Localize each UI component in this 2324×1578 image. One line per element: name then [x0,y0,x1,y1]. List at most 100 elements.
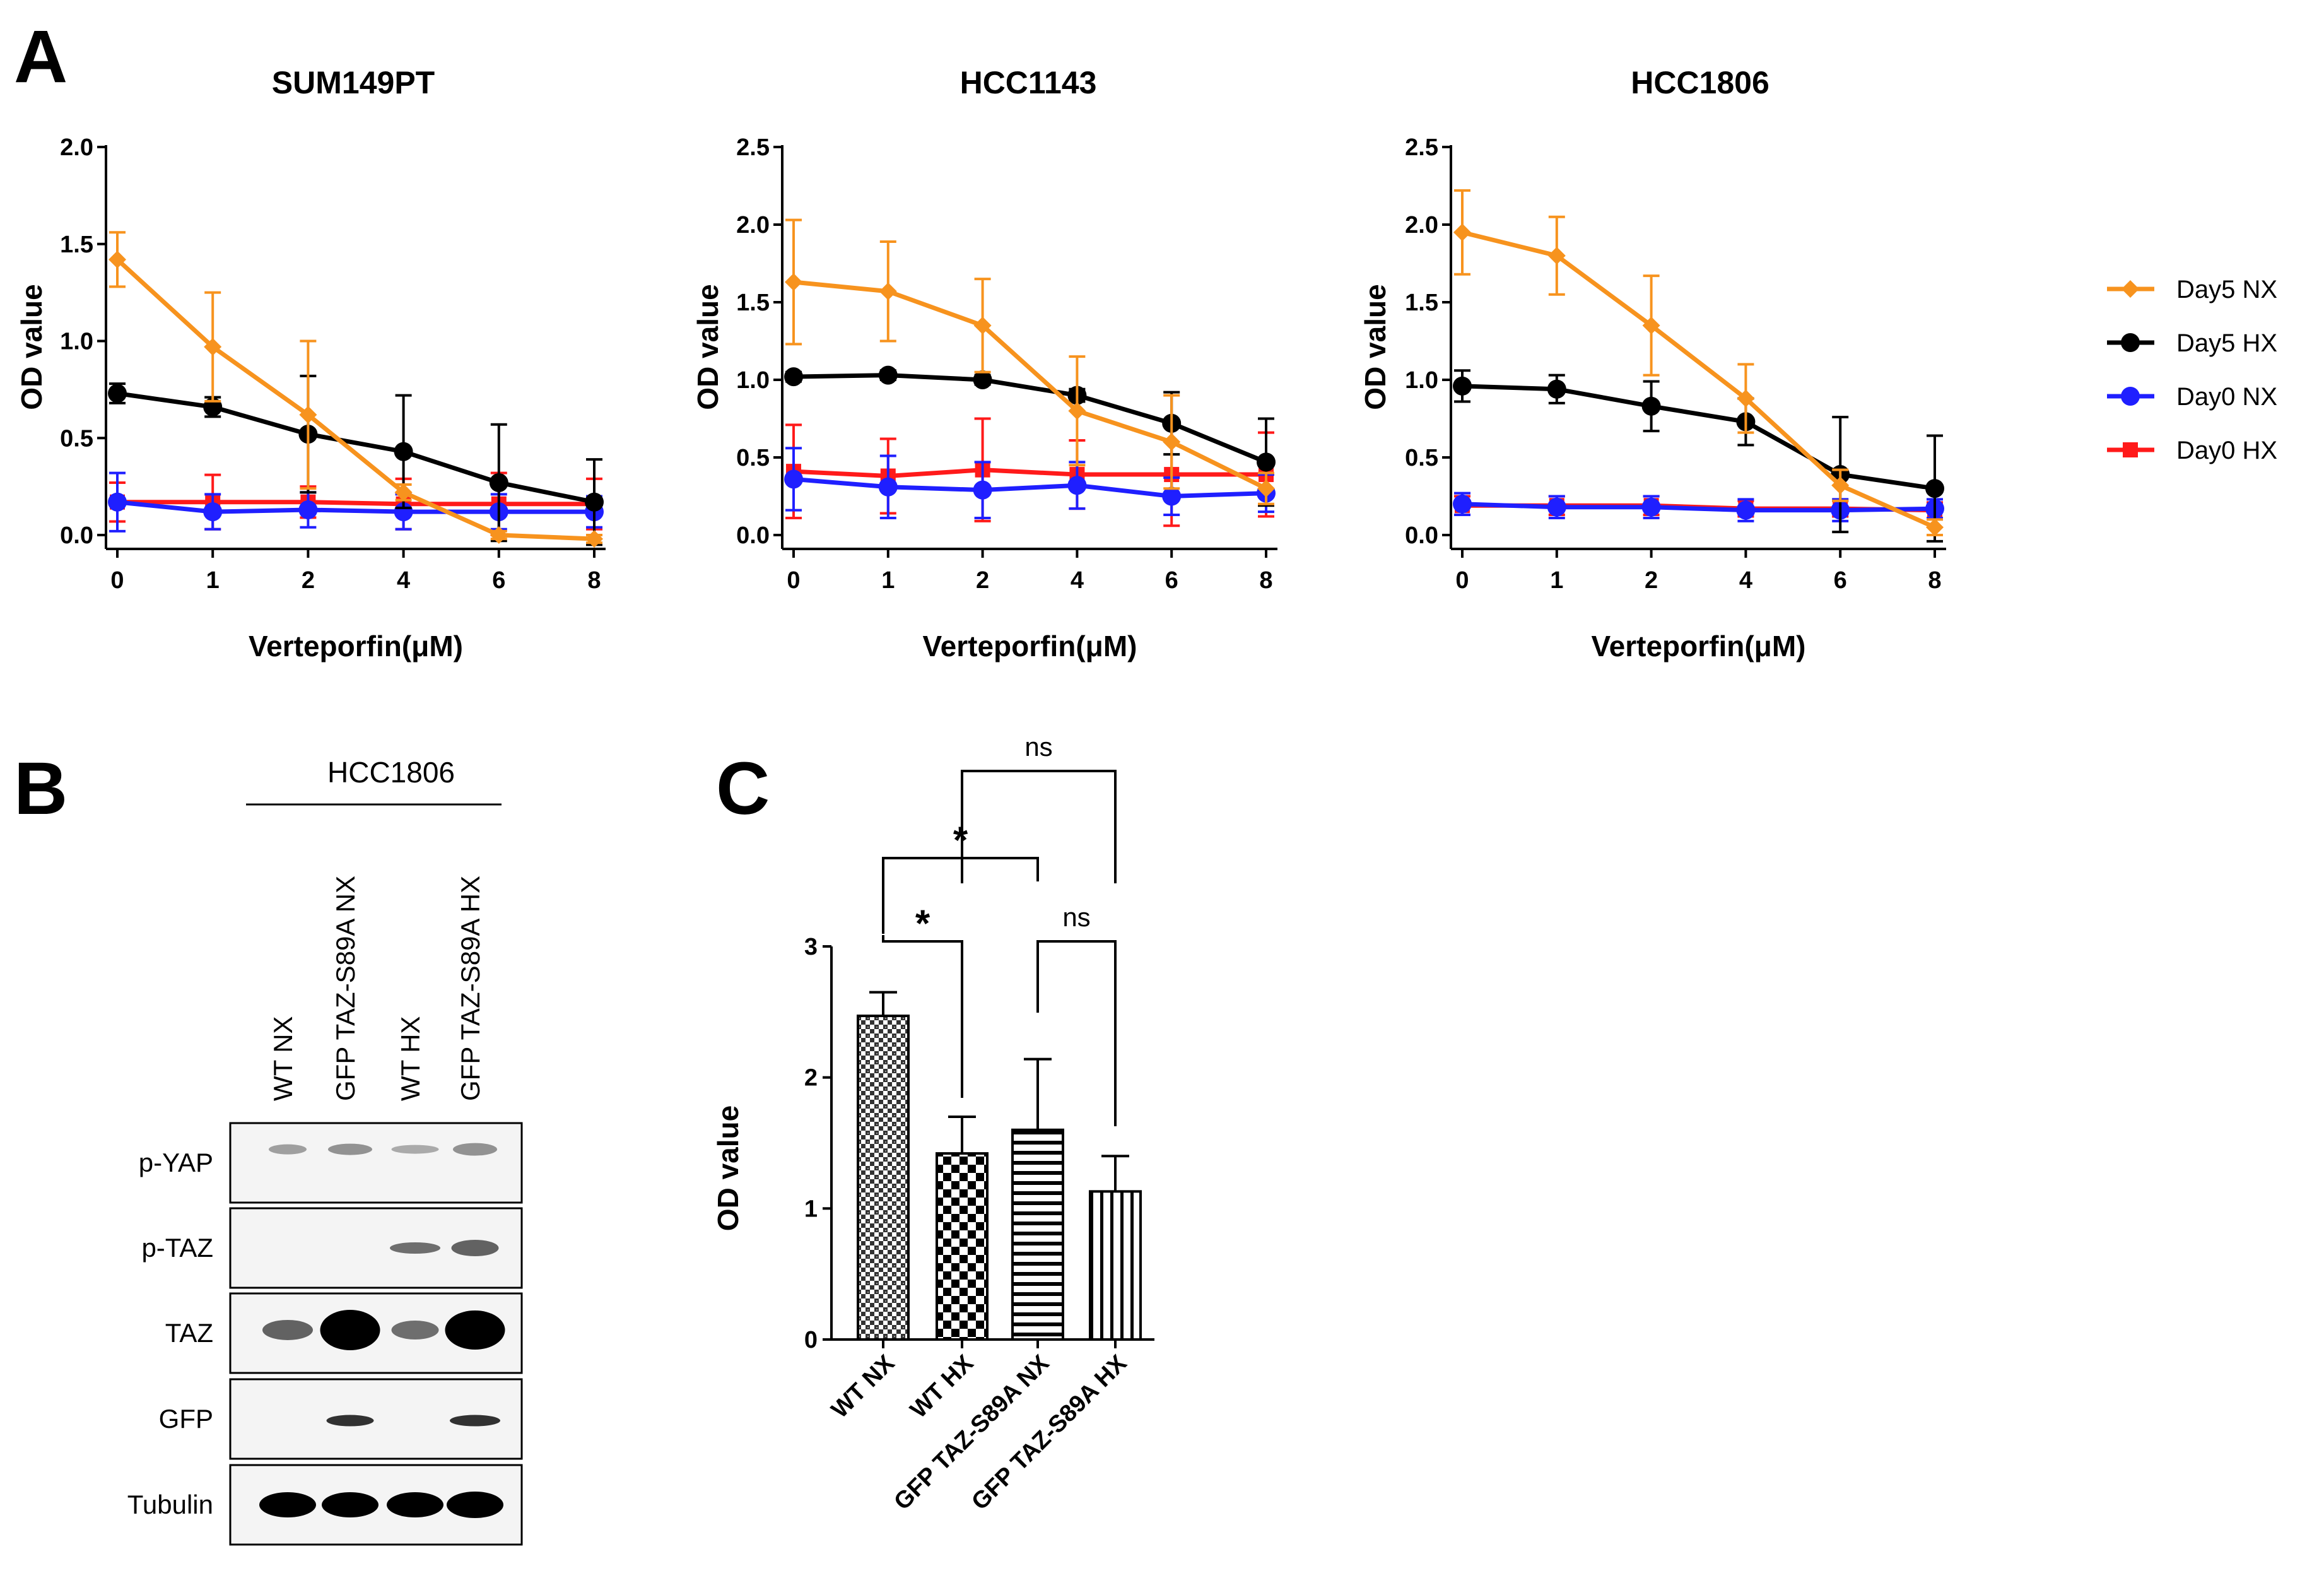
data-point [299,406,317,424]
wb-band [450,1415,500,1427]
wb-band [262,1319,313,1340]
x-tick-label: 2 [1645,567,1658,594]
y-tick-label: 0.5 [736,445,770,471]
chart-title: HCC1806 [1631,65,1769,100]
bracket-line [961,770,1117,883]
y-axis-label: OD value [712,1105,744,1231]
wb-band [451,1240,499,1256]
y-tick-label: 0.5 [60,425,93,452]
wb-band [259,1492,316,1517]
panel-letter-c: C [716,747,770,830]
data-point [784,367,803,387]
significance-bracket: * [882,819,1039,934]
x-tick-label: WT HX [905,1350,979,1423]
x-tick-label: 6 [1165,567,1178,594]
data-point [973,316,992,334]
wb-band [445,1310,505,1350]
y-axis-label: OD value [691,284,724,409]
wb-band [453,1143,497,1156]
series-line [115,257,595,541]
x-tick-label: 2 [976,567,989,594]
y-tick-label: 1 [804,1196,818,1222]
y-tick-label: 2.0 [60,134,93,161]
bar [857,1015,910,1341]
series-day5-hx [1453,369,1944,543]
x-axis-label: Verteporfin(μM) [249,630,463,662]
data-point [1068,402,1086,420]
data-point [1067,476,1087,495]
bar [936,1152,989,1341]
y-tick-label: 1.0 [60,329,93,355]
series-day5-hx [108,374,604,546]
data-point [585,530,603,548]
series-day5-nx [109,231,603,548]
wb-band [320,1309,380,1350]
y-tick-label: 1.0 [1405,367,1438,394]
bar [1011,1128,1064,1341]
wb-row-p-taz: p-TAZ [141,1207,523,1289]
data-point [1547,247,1566,265]
wb-band [390,1242,440,1254]
series-line [793,468,1266,479]
data-point [1641,396,1661,416]
wb-band [387,1492,443,1517]
series-day0-nx [1453,492,1944,522]
x-tick-label: 8 [1928,567,1941,594]
data-point [878,365,898,385]
legend-item-day5-nx: Day5 NX [2107,276,2277,303]
data-point [203,502,223,522]
wb-rows: p-YAP p-TAZ TAZ GFP Tubulin [127,1122,523,1546]
data-point [298,500,318,520]
legend-item-day0-nx: Day0 NX [2107,383,2277,411]
bar-group-wt-hx: WT HX [905,1115,989,1423]
wb-band [391,1320,439,1340]
series-line [793,373,1267,464]
y-tick-label: 2.0 [1405,212,1438,238]
data-point [973,370,992,389]
significance-bracket: ns [1036,902,1117,1126]
y-axis-label: OD value [1359,284,1392,409]
y-tick-label: 0.5 [1405,445,1438,471]
y-tick-label: 2.5 [736,134,770,161]
series-line [1462,230,1936,529]
wb-row-gfp: GFP [159,1378,523,1460]
data-point [1831,476,1850,495]
data-point [1641,497,1661,517]
x-tick-label: 8 [1259,567,1272,594]
series-line [117,391,595,505]
x-tick-label: 0 [787,567,800,594]
data-point [585,492,604,512]
y-tick-label: 0.0 [1405,522,1438,549]
data-point [1453,223,1471,242]
y-axis-label: OD value [15,284,48,409]
x-tick-label: 4 [1071,567,1084,594]
chart-hcc1806: HCC1806 0.0 0.5 1.0 1.5 2.0 2.5 0 1 2 4 6 8 Verteporf… [1359,65,1946,662]
data-point [204,338,222,356]
chart-sum149pt: SUM149PT 0.0 0.5 1.0 1.5 2.0 0 1 2 4 6 8 Verteporfin… [15,65,606,662]
y-tick-label: 0 [804,1327,818,1353]
wb-band [269,1144,307,1155]
wb-row-p-yap: p-YAP [139,1122,523,1204]
data-point [784,469,803,489]
wb-band [328,1143,372,1155]
significance-bracket: ns [961,732,1117,883]
data-point [1547,497,1566,517]
legend-label: Day0 NX [2176,383,2277,411]
x-tick-label: GFP TAZ-S89A HX [966,1350,1132,1516]
y-tick-label: 1.5 [60,232,93,258]
legend-item-day0-hx: Day0 HX [2107,437,2277,464]
x-tick-label: 6 [492,567,505,594]
chart-title: SUM149PT [272,65,435,100]
legend-marker [2121,387,2140,406]
data-point [489,473,508,492]
y-tick-label: 1.5 [1405,290,1438,316]
wb-band [391,1145,439,1154]
significance-label: ns [1024,732,1052,762]
y-tick-label: 2 [804,1065,818,1092]
wb-lane-label: WT NX [268,1016,298,1101]
chart-hcc1143: HCC1143 0.0 0.5 1.0 1.5 2.0 2.5 0 1 2 4 6 8 Verteporf… [691,65,1277,662]
x-tick-label: 1 [206,567,220,594]
series-line [117,500,594,507]
